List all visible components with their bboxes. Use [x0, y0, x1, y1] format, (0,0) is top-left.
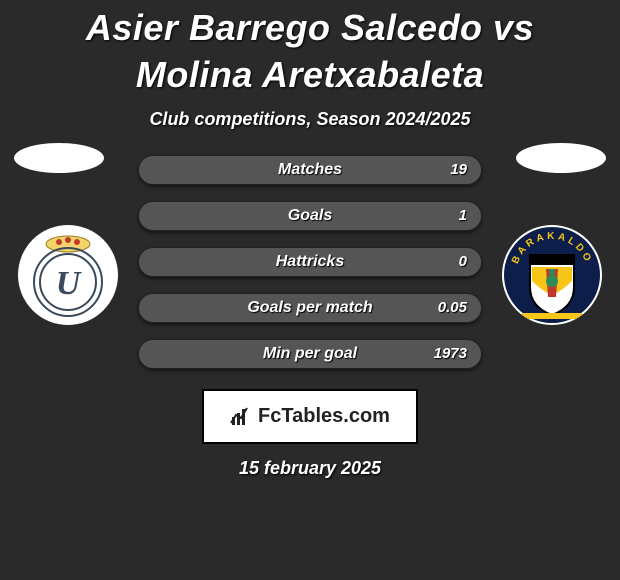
stat-value-right: 0 [459, 253, 467, 270]
bar-chart-icon [230, 405, 252, 427]
stat-label: Min per goal [263, 345, 357, 363]
stat-row-matches: Matches 19 [138, 155, 482, 185]
stat-value-right: 1973 [434, 345, 467, 362]
club-crest-left: U [18, 225, 118, 325]
stat-label: Goals [288, 207, 332, 225]
crest-right-icon: BARAKALDO [502, 225, 602, 325]
stat-row-goals: Goals 1 [138, 201, 482, 231]
crest-left-icon: U [25, 232, 111, 318]
stat-value-right: 19 [450, 161, 467, 178]
stat-row-hattricks: Hattricks 0 [138, 247, 482, 277]
stat-value-right: 1 [459, 207, 467, 224]
player-photo-right [516, 143, 606, 173]
page-title: Asier Barrego Salcedo vs Molina Aretxaba… [0, 5, 620, 99]
comparison-card: Asier Barrego Salcedo vs Molina Aretxaba… [0, 0, 620, 479]
stat-row-gpm: Goals per match 0.05 [138, 293, 482, 323]
subtitle: Club competitions, Season 2024/2025 [149, 109, 470, 130]
stat-label: Hattricks [276, 253, 344, 271]
stat-row-mpg: Min per goal 1973 [138, 339, 482, 369]
comparison-area: U BARAKALDO Matches 19 [0, 155, 620, 479]
stat-value-right: 0.05 [438, 299, 467, 316]
date-text: 15 february 2025 [239, 458, 381, 479]
stat-label: Matches [278, 161, 342, 179]
source-logo: FcTables.com [202, 389, 418, 444]
svg-text:U: U [56, 265, 83, 302]
player-photo-left [14, 143, 104, 173]
logo-text: FcTables.com [258, 405, 390, 428]
club-crest-right: BARAKALDO [502, 225, 602, 325]
stat-label: Goals per match [247, 299, 372, 317]
